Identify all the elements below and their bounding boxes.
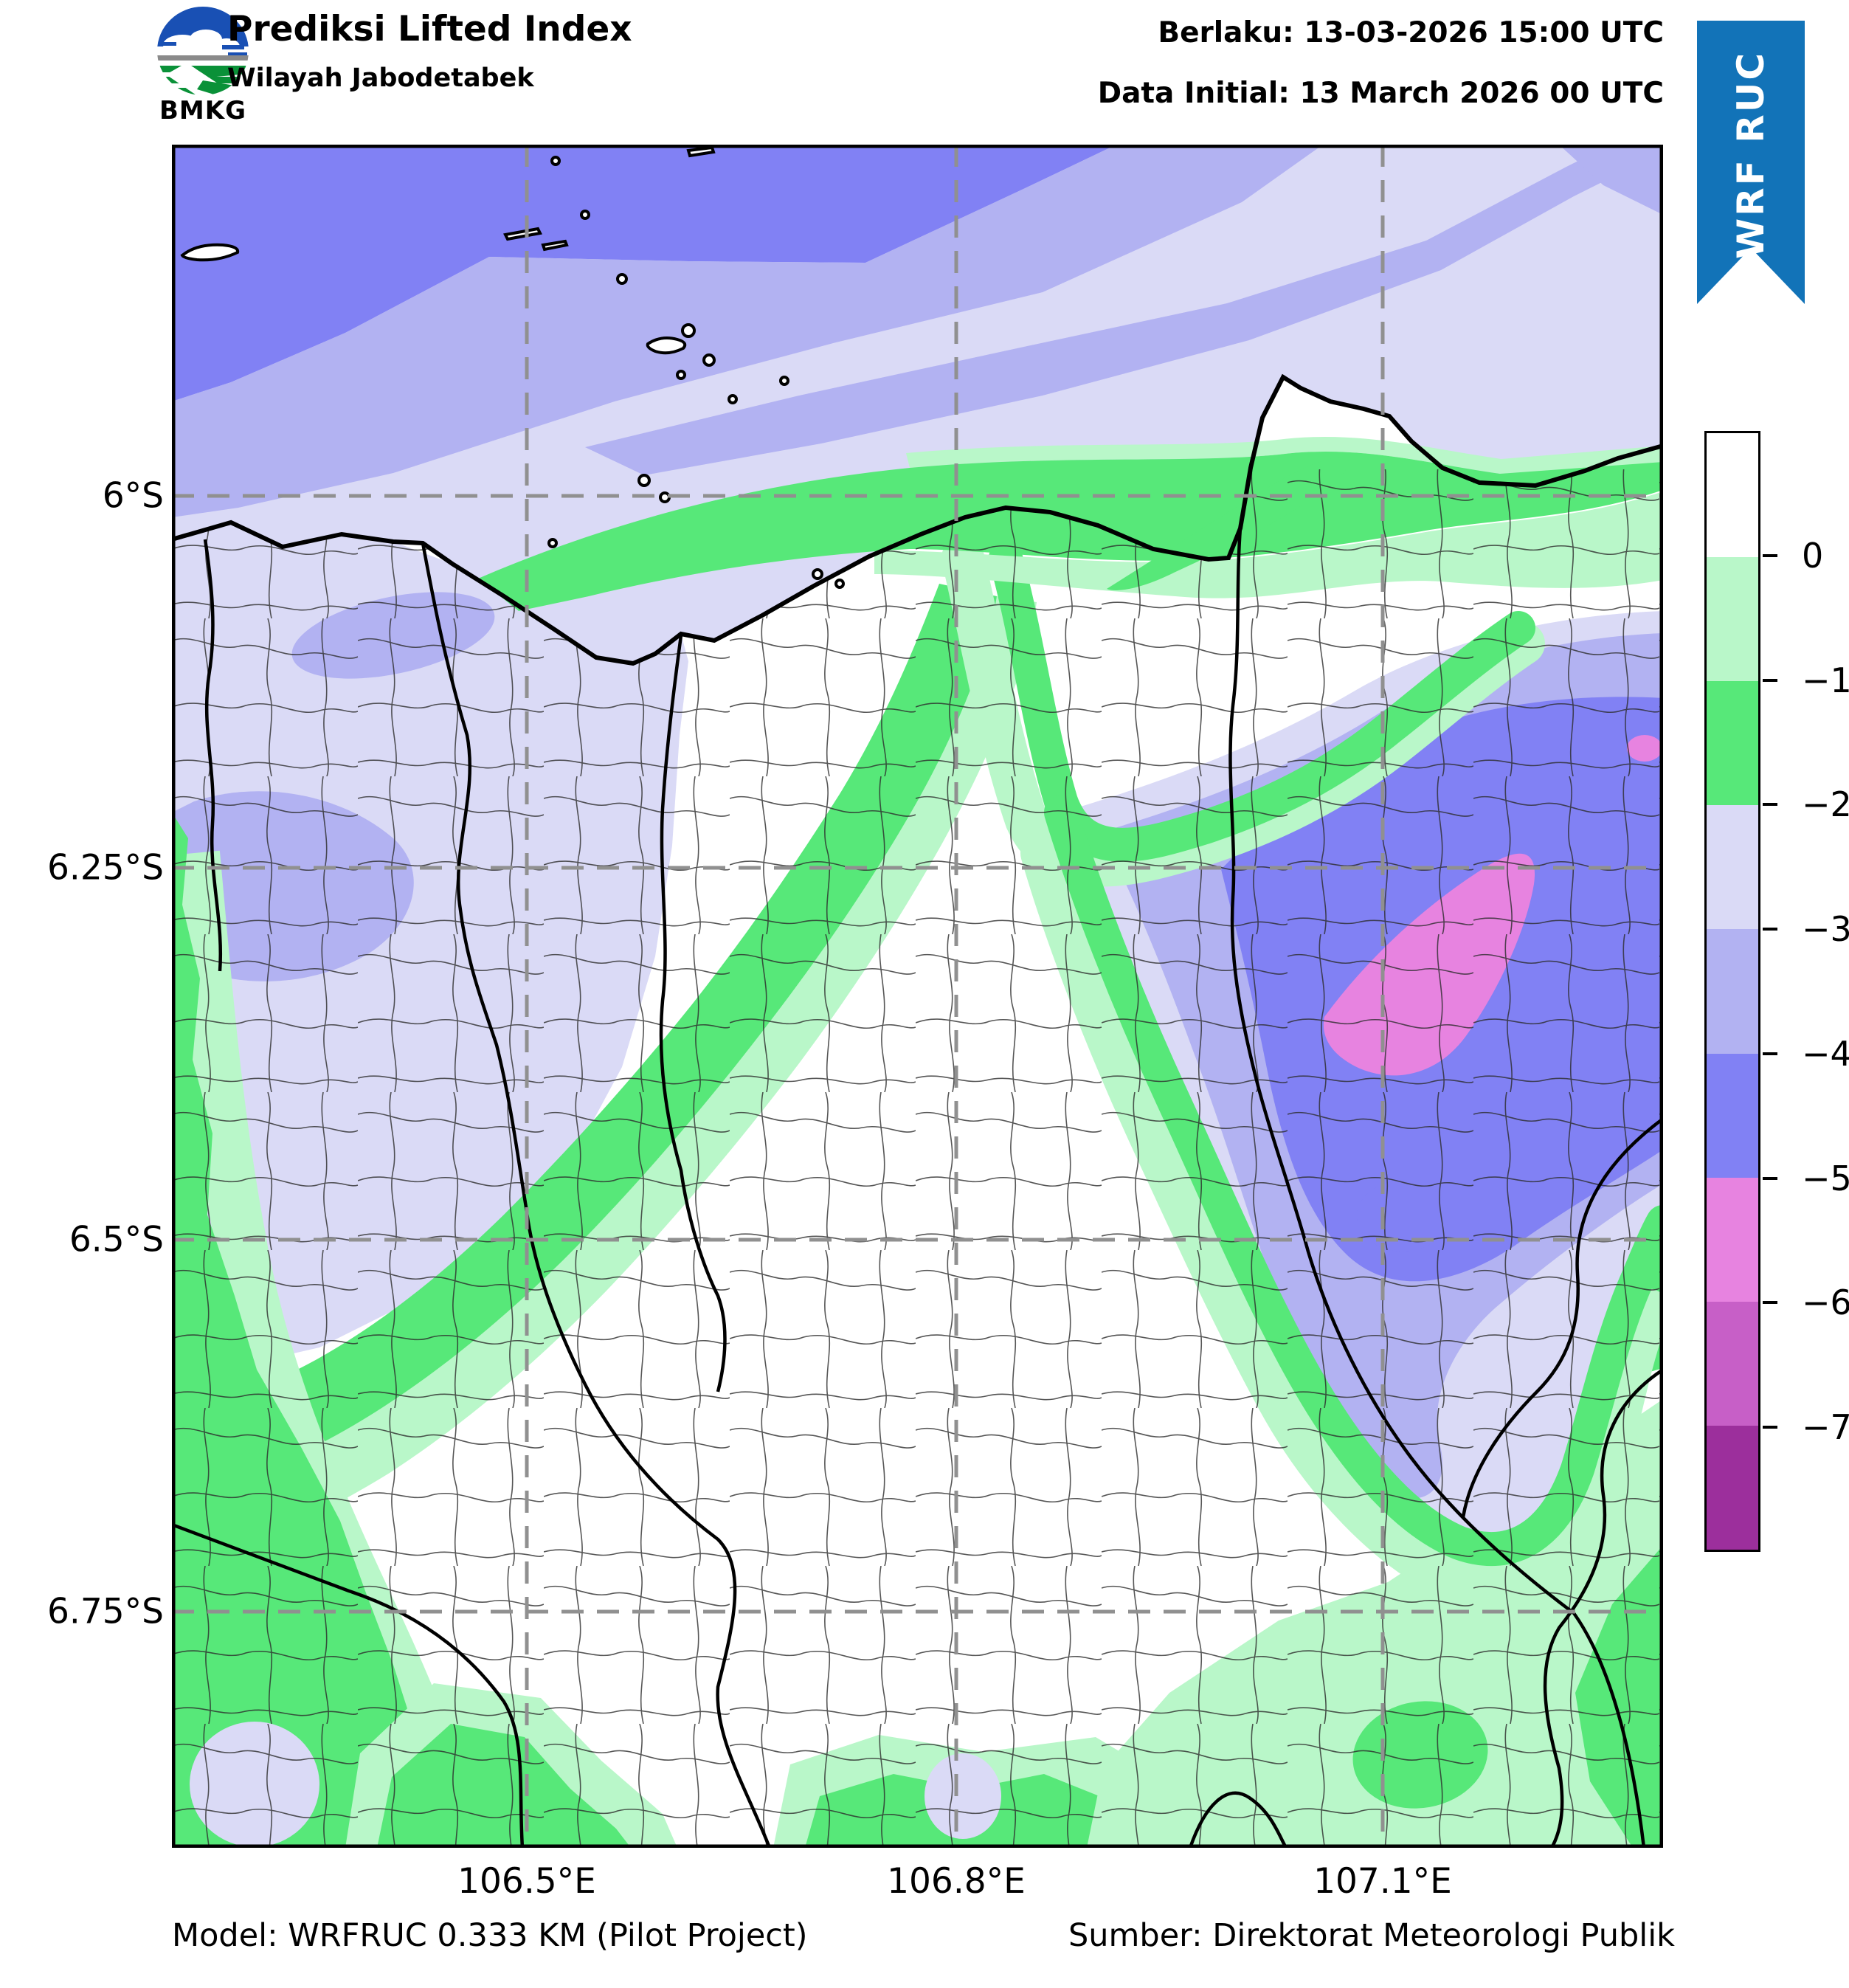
valid-time-label: Berlaku: 13-03-2026 15:00 UTC [1158,16,1664,49]
colorbar-tick-label: −6 [1802,1283,1849,1323]
colorbar-segment [1707,1053,1758,1178]
grid-lines [172,145,1663,1848]
colorbar-tick [1763,1052,1777,1055]
y-tick-label: 6°S [102,475,164,517]
y-tick-label: 6.75°S [47,1591,164,1632]
lifted-index-map [172,145,1663,1848]
colorbar-tick-label: −7 [1802,1407,1849,1448]
init-time-label: Data Initial: 13 March 2026 00 UTC [1097,77,1664,110]
colorbar-segment [1707,929,1758,1054]
islands [180,145,845,589]
colorbar-tick-label: 0 [1802,535,1824,576]
colorbar-tick [1763,1426,1777,1429]
colorbar-tick [1763,553,1777,557]
bmkg-logo-label: BMKG [159,96,246,125]
colorbar-tick [1763,1176,1777,1180]
wrf-ruc-ribbon: WRF RUC [1697,21,1805,304]
y-tick-label: 6.5°S [69,1219,164,1260]
colorbar-segment [1707,805,1758,930]
model-label: Model: WRFRUC 0.333 KM (Pilot Project) [172,1917,808,1954]
colorbar-tick [1763,803,1777,807]
colorbar-tick [1763,928,1777,931]
page-subtitle: Wilayah Jabodetabek [227,63,534,93]
colorbar-segment [1707,681,1758,806]
y-tick-label: 6.25°S [47,847,164,888]
x-tick-label: 106.5°E [457,1861,596,1902]
page-title: Prediksi Lifted Index [227,9,632,49]
admin-boundary-mesh [172,469,1663,1848]
province-boundaries [172,528,1663,1848]
map-border [172,145,1663,1848]
coastline [172,373,1663,666]
colorbar-tick-label: −4 [1802,1033,1849,1074]
x-tick-label: 107.1°E [1313,1861,1452,1902]
colorbar-tick-label: −3 [1802,909,1849,950]
colorbar-tick-label: −2 [1802,784,1849,825]
colorbar-tick [1763,678,1777,682]
source-label: Sumber: Direktorat Meteorologi Publik [1068,1917,1676,1954]
colorbar [1704,431,1760,1552]
colorbar-segment [1707,557,1758,682]
ribbon-label: WRF RUC [1729,51,1772,259]
colorbar-segment [1707,1177,1758,1302]
bmkg-logo-icon [157,7,249,95]
colorbar-segment [1707,1425,1758,1550]
colorbar-tick-label: −5 [1802,1158,1849,1198]
colorbar-tick-label: −1 [1802,660,1849,700]
colorbar-segment [1707,1301,1758,1426]
colorbar-tick [1763,1301,1777,1305]
x-tick-label: 106.8°E [887,1861,1026,1902]
colorbar-segment [1707,433,1758,558]
